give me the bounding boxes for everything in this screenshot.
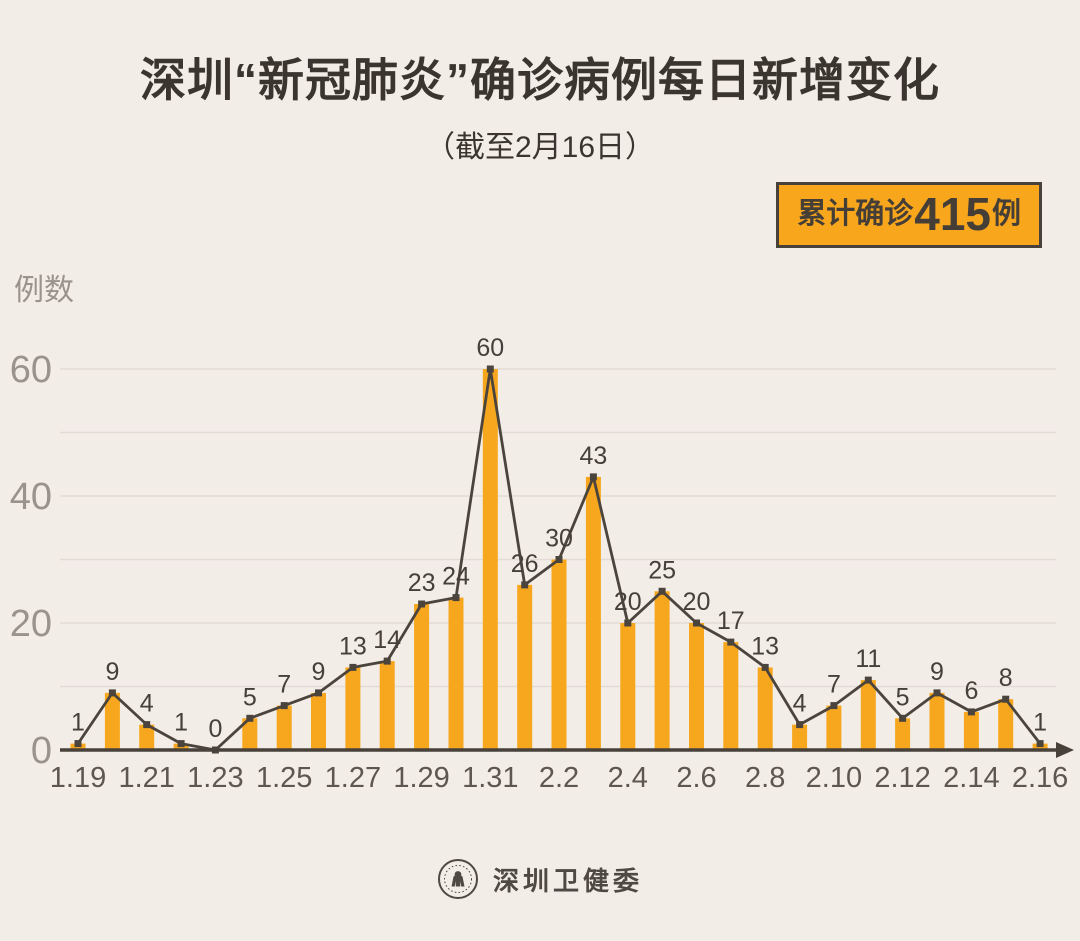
svg-text:2.10: 2.10	[806, 762, 862, 794]
svg-text:2.12: 2.12	[874, 762, 930, 794]
bars-group	[70, 369, 1048, 751]
point-markers	[74, 365, 1044, 754]
svg-text:0: 0	[208, 715, 222, 743]
page-title: 深圳“新冠肺炎”确诊病例每日新增变化	[140, 54, 940, 106]
total-confirmed-badge: 累计确诊 415 例	[776, 182, 1042, 248]
svg-text:8: 8	[999, 664, 1013, 692]
svg-text:1.23: 1.23	[187, 762, 243, 794]
badge-prefix: 累计确诊	[797, 197, 914, 230]
svg-text:2.6: 2.6	[676, 762, 716, 794]
footer: 深圳卫健委	[0, 858, 1080, 900]
bar	[139, 724, 155, 750]
bar	[757, 667, 773, 750]
svg-text:4: 4	[140, 690, 154, 718]
axis-arrow-icon	[1056, 742, 1074, 758]
svg-text:9: 9	[312, 658, 326, 686]
bar	[792, 724, 808, 750]
svg-text:2.14: 2.14	[943, 762, 999, 794]
health-commission-logo-icon	[437, 859, 478, 899]
svg-text:1: 1	[71, 709, 85, 737]
bar	[929, 692, 945, 750]
badge-suffix: 例	[991, 197, 1021, 230]
svg-text:1: 1	[1033, 709, 1047, 737]
svg-text:13: 13	[751, 632, 779, 660]
svg-text:6: 6	[964, 677, 978, 705]
bar	[826, 705, 842, 750]
svg-text:1: 1	[174, 709, 188, 737]
bar	[895, 718, 911, 751]
svg-text:2.4: 2.4	[608, 762, 648, 794]
svg-text:2.2: 2.2	[539, 762, 579, 794]
svg-text:9: 9	[930, 658, 944, 686]
bar	[242, 718, 258, 751]
svg-text:30: 30	[545, 525, 573, 553]
svg-text:20: 20	[614, 588, 642, 616]
svg-text:7: 7	[827, 671, 841, 699]
bar	[963, 711, 979, 750]
bar	[998, 699, 1014, 750]
bar	[654, 591, 670, 751]
svg-text:40: 40	[10, 476, 52, 518]
svg-text:1.27: 1.27	[325, 762, 381, 794]
bar	[551, 559, 567, 750]
bar	[414, 604, 430, 750]
header: 深圳“新冠肺炎”确诊病例每日新增变化 （截至2月16日）	[0, 44, 1080, 166]
svg-text:20: 20	[10, 603, 52, 645]
svg-text:2.16: 2.16	[1012, 762, 1068, 794]
brand-name: 深圳卫健委	[492, 865, 643, 896]
svg-text:26: 26	[511, 550, 539, 578]
bar	[448, 597, 464, 750]
svg-text:0: 0	[31, 730, 52, 772]
svg-text:4: 4	[793, 690, 807, 718]
bar	[276, 705, 292, 750]
bar	[379, 661, 395, 750]
bar	[482, 369, 498, 750]
x-tick-labels: 1.19 1.21 1.23 1.25 1.27 1.29 1.31 2.2 2.4 2.6 2.8…	[50, 762, 1069, 794]
svg-text:1.31: 1.31	[462, 762, 518, 794]
svg-text:23: 23	[408, 569, 436, 597]
bar	[585, 476, 601, 750]
svg-text:13: 13	[339, 632, 367, 660]
svg-text:25: 25	[648, 556, 676, 584]
svg-text:9: 9	[105, 658, 119, 686]
svg-text:60: 60	[10, 349, 52, 391]
svg-text:1.29: 1.29	[393, 762, 449, 794]
svg-text:60: 60	[476, 334, 504, 362]
svg-text:5: 5	[243, 683, 257, 711]
bar	[311, 692, 326, 750]
svg-text:11: 11	[855, 645, 881, 673]
svg-text:1.19: 1.19	[50, 762, 106, 794]
svg-text:43: 43	[579, 442, 607, 470]
svg-text:1.21: 1.21	[118, 762, 174, 794]
bar	[345, 667, 361, 750]
svg-text:5: 5	[896, 683, 910, 711]
bar	[860, 680, 876, 750]
svg-text:24: 24	[442, 563, 470, 591]
page-subtitle: （截至2月16日）	[424, 131, 656, 164]
badge-value: 415	[914, 188, 991, 240]
bar	[620, 623, 636, 750]
chart-area: 1 9 4 1 0 5 7 9 13 14 23 24 60 26 30 43 20 25 20 17 13 4 7 11 5 9…	[0, 250, 1080, 820]
bar	[689, 623, 704, 750]
bar	[723, 642, 739, 750]
svg-text:14: 14	[373, 626, 401, 654]
svg-text:2.8: 2.8	[745, 762, 785, 794]
svg-text:17: 17	[717, 607, 745, 635]
bar	[104, 692, 120, 750]
bar	[517, 584, 533, 750]
y-axis-title: 例数	[14, 274, 74, 307]
svg-text:1.25: 1.25	[256, 762, 312, 794]
x-axis	[60, 742, 1074, 758]
svg-text:20: 20	[683, 588, 711, 616]
y-tick-labels: 0 20 40 60	[10, 349, 52, 772]
svg-text:7: 7	[277, 671, 291, 699]
